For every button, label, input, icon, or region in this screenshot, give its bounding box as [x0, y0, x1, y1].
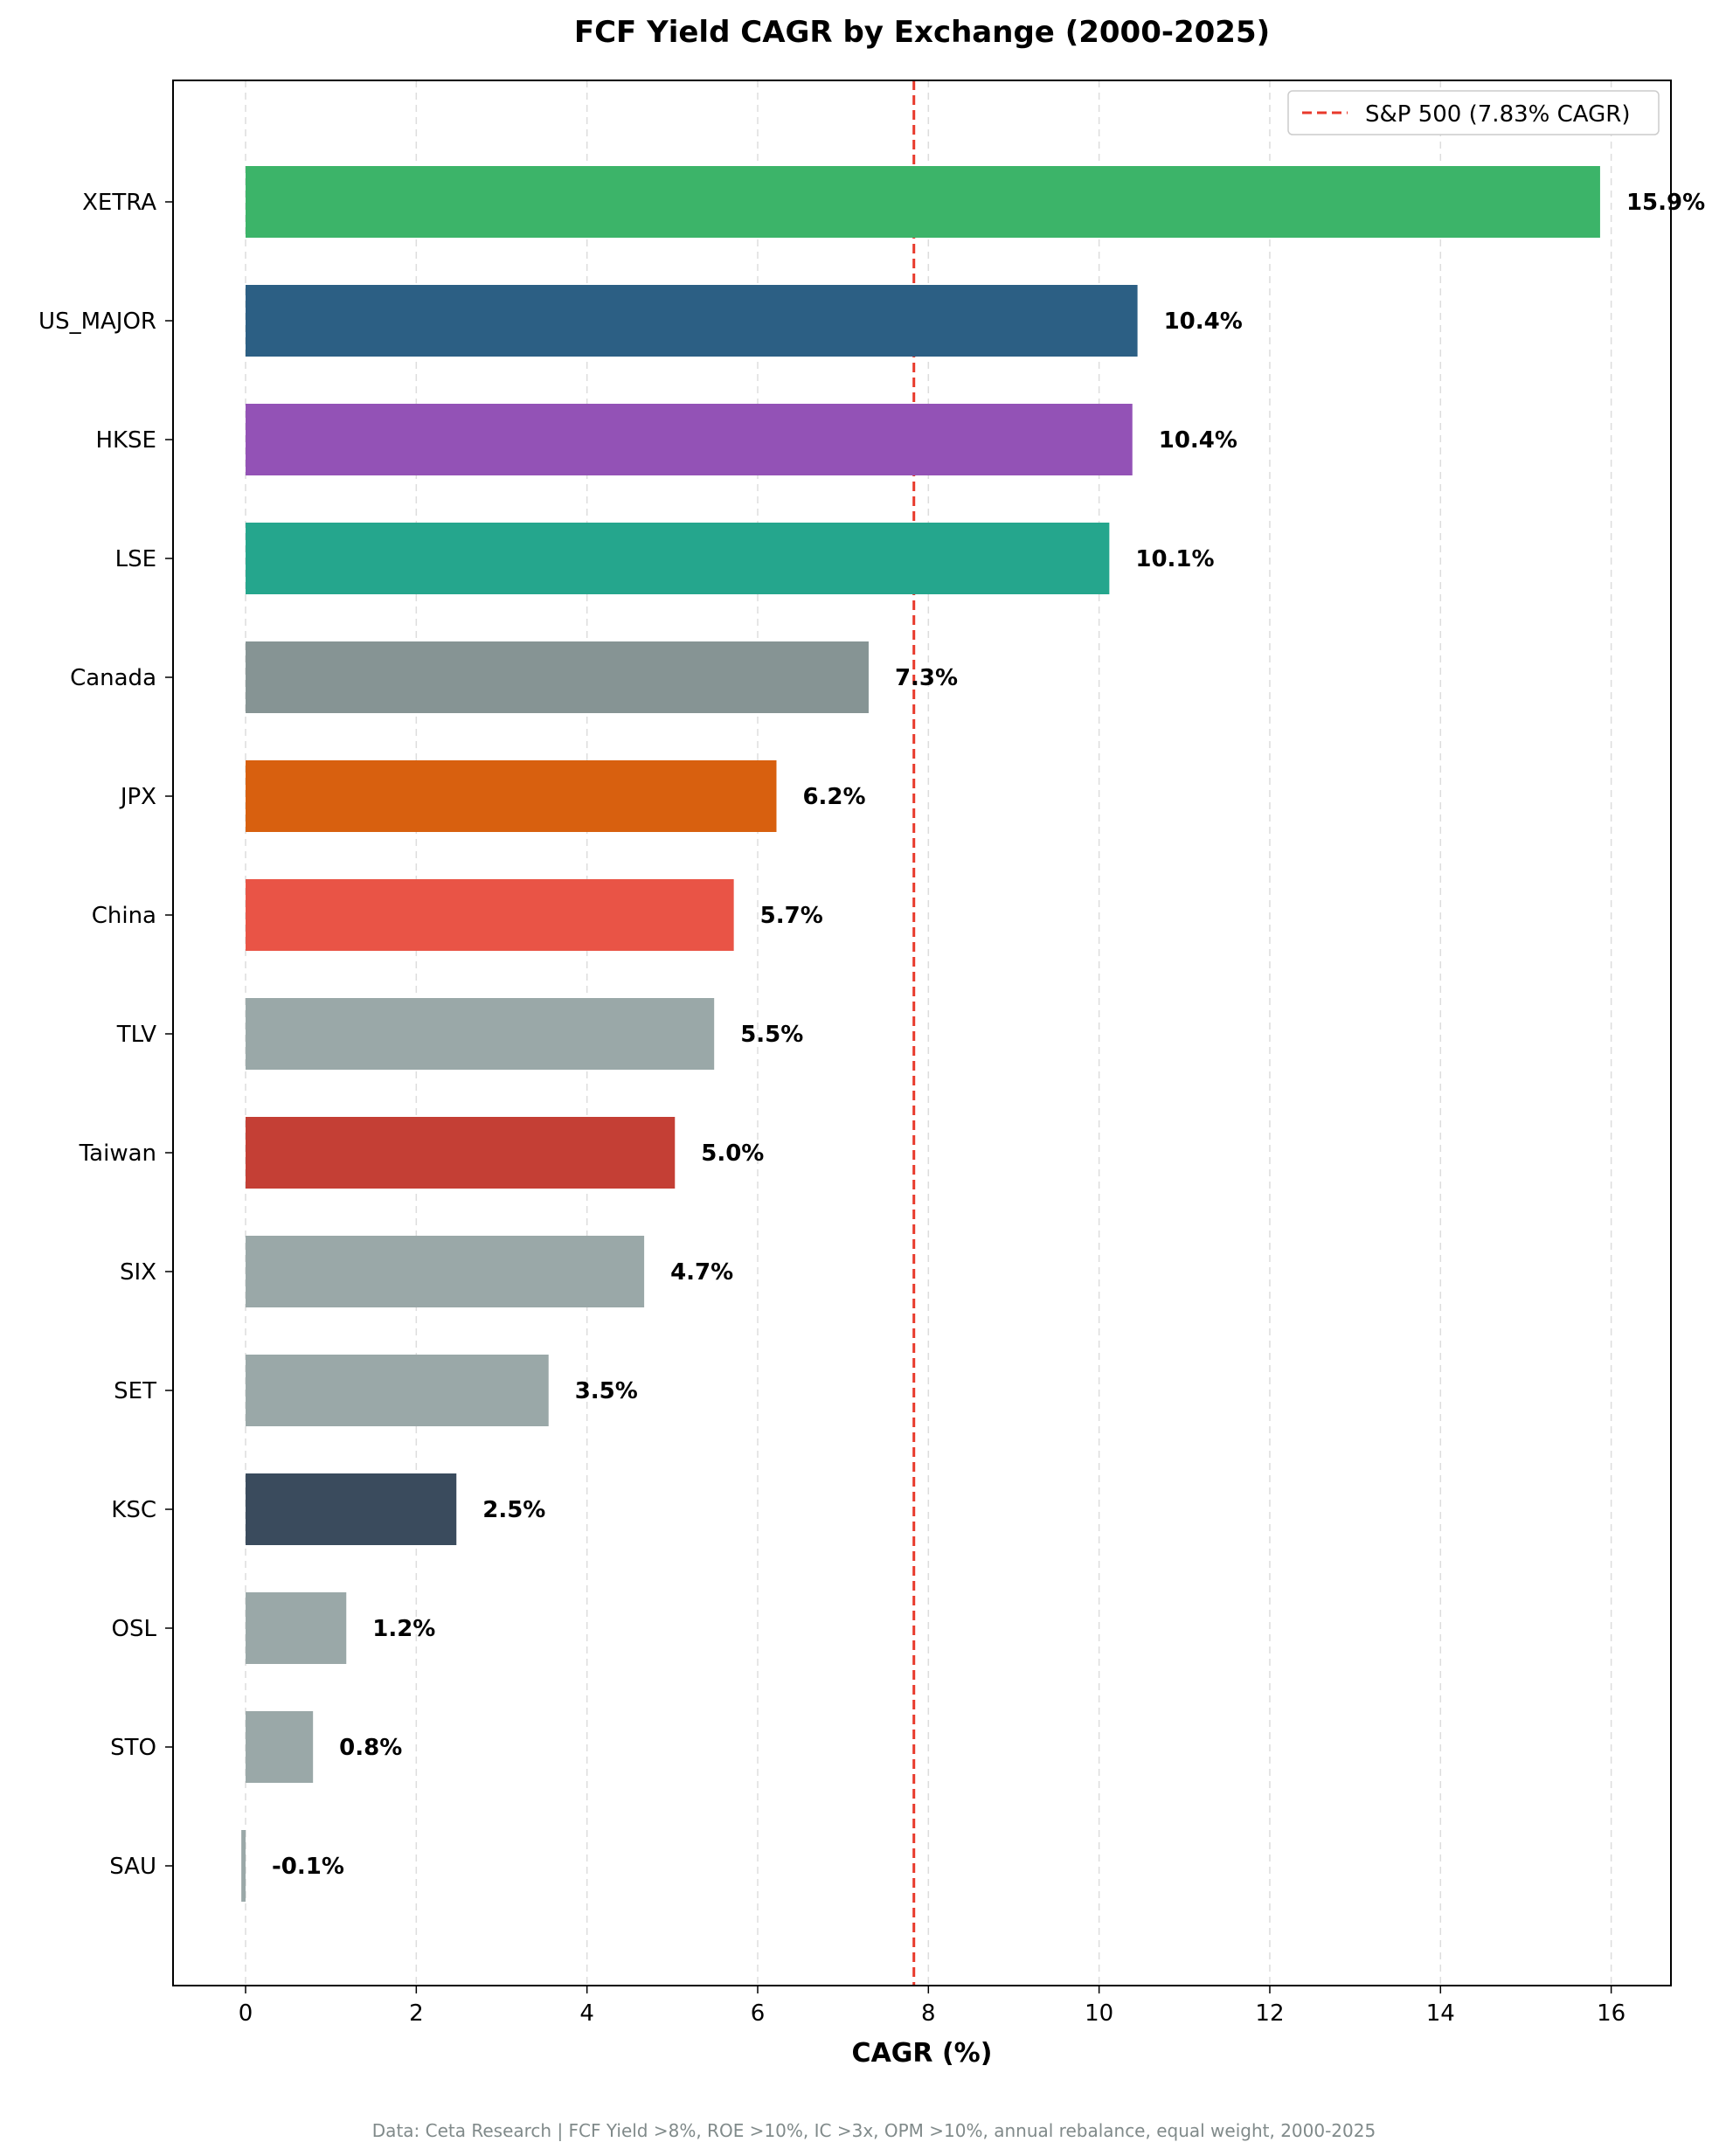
y-tick-label: JPX [119, 784, 156, 810]
x-tick-label: 0 [239, 2000, 253, 2027]
y-tick-label: XETRA [82, 190, 156, 216]
x-tick-label: 16 [1597, 2000, 1625, 2027]
bar-sto [246, 1711, 314, 1783]
footnote: Data: Ceta Research | FCF Yield >8%, ROE… [372, 2120, 1376, 2141]
bar-osl [246, 1592, 347, 1664]
value-label: 5.5% [740, 1022, 803, 1048]
value-label: 10.4% [1159, 427, 1237, 454]
bar-sau [241, 1830, 246, 1902]
value-label: 5.7% [760, 903, 823, 929]
chart-title: FCF Yield CAGR by Exchange (2000-2025) [574, 15, 1270, 50]
x-tick-label: 2 [409, 2000, 424, 2027]
bar-set [246, 1355, 549, 1426]
x-axis-label: CAGR (%) [852, 2038, 993, 2069]
value-label: -0.1% [272, 1854, 344, 1880]
y-tick-label: STO [110, 1735, 156, 1761]
y-tick-label: Canada [70, 665, 156, 691]
y-axis: XETRA US_MAJOR HKSE LSE Canada JPX China TLV Tai… [38, 190, 173, 1880]
bar-xetra [246, 166, 1600, 238]
y-tick-label: HKSE [95, 427, 156, 454]
value-label: 1.2% [372, 1616, 435, 1642]
value-label: 10.1% [1135, 546, 1214, 572]
x-tick-label: 12 [1255, 2000, 1284, 2027]
bar-jpx [246, 760, 777, 832]
legend-label: S&P 500 (7.83% CAGR) [1365, 101, 1630, 128]
bar-canada [246, 641, 869, 713]
bar-hkse [246, 404, 1133, 475]
bar-ksc [246, 1473, 457, 1545]
y-tick-label: China [92, 903, 156, 929]
y-tick-label: SET [114, 1378, 156, 1404]
x-tick-label: 10 [1085, 2000, 1113, 2027]
x-axis: 0 2 4 6 8 10 12 14 16 [239, 1986, 1625, 2027]
y-tick-label: OSL [112, 1616, 157, 1642]
value-label: 6.2% [802, 784, 865, 810]
value-label: 5.0% [701, 1140, 764, 1167]
y-tick-label: TLV [116, 1022, 157, 1048]
bar-tlv [246, 998, 715, 1070]
legend-box [1287, 90, 1660, 135]
x-tick-label: 6 [751, 2000, 766, 2027]
value-label: 10.4% [1164, 308, 1243, 335]
bar-taiwan [246, 1117, 676, 1189]
y-tick-label: KSC [111, 1497, 156, 1523]
plot-area-frame [172, 80, 1672, 1986]
bar-lse [246, 523, 1110, 594]
value-label: 4.7% [670, 1259, 733, 1286]
value-labels-layer: 15.9% 10.4% 10.4% 10.1% 7.3% 6.2% 5.7% 5.5% 5.0%… [272, 190, 1705, 1880]
y-tick-label: US_MAJOR [38, 308, 156, 335]
y-tick-label: Taiwan [79, 1140, 156, 1167]
value-label: 2.5% [482, 1497, 545, 1523]
value-label: 15.9% [1626, 190, 1705, 216]
legend: S&P 500 (7.83% CAGR) [1287, 90, 1660, 135]
value-label: 7.3% [895, 665, 958, 691]
x-tick-label: 14 [1426, 2000, 1455, 2027]
bar-china [246, 879, 734, 951]
bars-layer [241, 166, 1600, 1902]
y-tick-label: SAU [109, 1854, 156, 1880]
value-label: 0.8% [339, 1735, 402, 1761]
x-tick-label: 8 [921, 2000, 936, 2027]
x-tick-label: 4 [579, 2000, 594, 2027]
bar-us-major [246, 285, 1138, 357]
bar-six [246, 1236, 645, 1307]
y-tick-label: LSE [115, 546, 156, 572]
y-tick-label: SIX [120, 1259, 156, 1286]
value-label: 3.5% [575, 1378, 638, 1404]
